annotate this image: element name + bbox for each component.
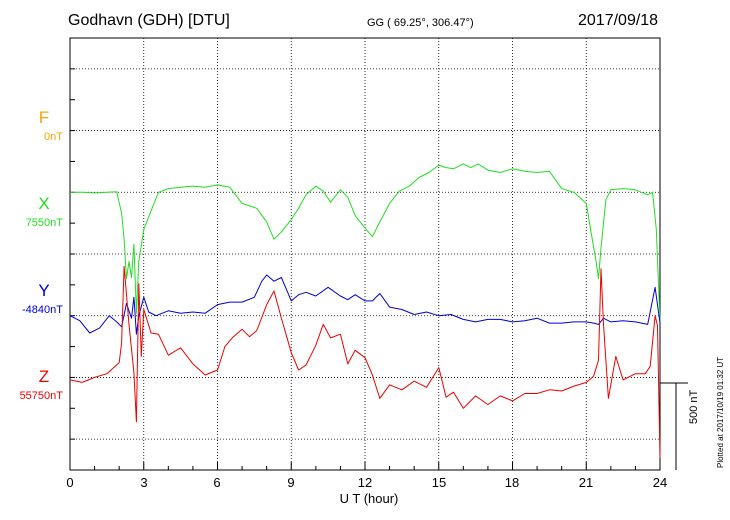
plot-date: 2017/09/18	[578, 12, 659, 29]
scale-bar	[660, 382, 688, 470]
x-tick-label: 12	[357, 475, 373, 490]
grid-lines	[70, 38, 660, 470]
scale-bar-label: 500 nT	[688, 389, 700, 424]
channel-f-name: F	[38, 108, 50, 127]
x-tick-label: 24	[652, 475, 668, 490]
channel-z-baseline: 55750nT	[19, 390, 63, 402]
x-tick-label: 9	[287, 475, 295, 490]
channel-y-name: Y	[38, 281, 50, 300]
x-axis-label: U T (hour)	[339, 491, 399, 506]
station-coordinates: GG ( 69.25°, 306.47°)	[367, 17, 474, 29]
x-tick-label: 3	[140, 475, 148, 490]
x-tick-label: 6	[213, 475, 221, 490]
channel-x-baseline: 7550nT	[25, 217, 63, 229]
channel-z-name: Z	[38, 367, 50, 386]
channel-f-baseline: 0nT	[44, 131, 63, 143]
series-lines	[69, 163, 661, 458]
axis-ticks	[69, 68, 661, 470]
series-line-y	[69, 274, 661, 335]
x-tick-label: 21	[578, 475, 594, 490]
x-tick-label: 18	[504, 475, 520, 490]
station-title: Godhavn (GDH) [DTU]	[68, 12, 230, 29]
channel-x-name: X	[38, 194, 50, 213]
series-line-z	[69, 265, 661, 458]
x-tick-label: 15	[431, 475, 447, 490]
series-line-x	[70, 163, 661, 322]
channel-y-baseline: -4840nT	[22, 304, 63, 316]
plotted-timestamp: Plotted at 2017/10/19 01:32 UT	[716, 356, 725, 468]
x-tick-label: 0	[66, 475, 74, 490]
